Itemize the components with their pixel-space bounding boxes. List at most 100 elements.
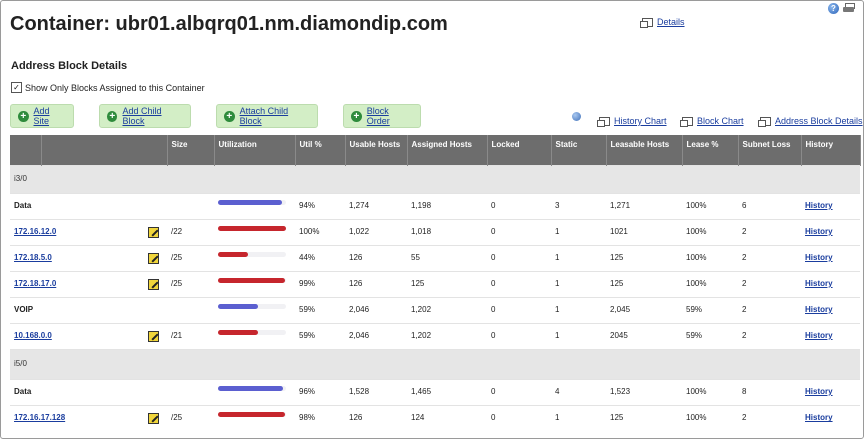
subnet-loss-cell: 2 [738,322,801,349]
history-link[interactable]: History [805,387,833,396]
column-header-leasable-hosts[interactable]: Leasable Hosts [606,135,683,165]
locked-cell: 0 [487,378,551,405]
size-cell [167,378,214,405]
history-link[interactable]: History [805,305,833,314]
column-header-lease-pct[interactable]: Lease % [682,135,739,165]
block-order-label[interactable]: Block Order [366,106,390,126]
edit-icon[interactable] [148,226,159,238]
usable-hosts-cell: 126 [345,270,407,297]
window-icon [640,17,653,28]
block-name-cell: 172.18.17.0 [10,270,167,297]
utilization-fill [218,199,282,205]
add-child-block-label[interactable]: Add Child Block [122,106,162,126]
history-chart-link[interactable]: History Chart [597,116,667,127]
column-header-subnet-loss[interactable]: Subnet Loss [738,135,802,165]
util-pct-cell: 44% [295,244,345,271]
column-header-util-pct[interactable]: Util % [295,135,346,165]
leasable-hosts-cell: 1,523 [606,378,682,405]
static-cell: 1 [551,322,606,349]
show-only-assigned-checkbox[interactable]: ✓ [11,82,22,93]
history-link[interactable]: History [805,227,833,236]
attach-child-block-label[interactable]: Attach Child Block [239,106,289,126]
history-link[interactable]: History [805,201,833,210]
size-cell: /25 [167,404,214,431]
block-chart-label[interactable]: Block Chart [697,116,744,126]
edit-icon[interactable] [148,330,159,342]
table-header: Size Utilization Util % Usable Hosts Ass… [10,135,861,165]
utilization-fill [218,385,284,391]
utilization-cell [214,296,295,323]
block-link[interactable]: 172.16.17.128 [14,413,66,423]
block-chart-link[interactable]: Block Chart [680,116,744,127]
column-header-locked[interactable]: Locked [487,135,552,165]
history-cell: History [801,270,860,297]
size-cell: /25 [167,270,214,297]
attach-child-block-button[interactable]: + Attach Child Block [216,104,318,128]
address-block-details-link[interactable]: Address Block Details [758,116,863,127]
block-row: 172.16.17.128/25 98% 126 124 0 1 125 100% 2 Histo… [10,404,860,431]
block-row: 10.168.0.0/21 59% 2,046 1,202 0 1 2045 59% 2 Hist… [10,322,860,349]
details-link[interactable]: Details [640,17,685,28]
pool-row: VOIP 59% 2,046 1,202 0 1 2,045 59% 2 History [10,296,860,323]
show-only-assigned-label: Show Only Blocks Assigned to this Contai… [25,82,205,93]
utilization-bar [218,329,286,335]
column-header-utilization[interactable]: Utilization [214,135,296,165]
history-link[interactable]: History [805,253,833,262]
edit-icon[interactable] [148,412,159,424]
assigned-hosts-cell: 1,018 [407,218,487,245]
add-site-label[interactable]: Add Site [33,106,50,126]
utilization-cell [214,244,295,271]
history-link[interactable]: History [805,331,833,340]
static-cell: 1 [551,270,606,297]
section-title: Address Block Details [11,60,128,72]
assigned-hosts-cell: 125 [407,270,487,297]
plus-icon: + [18,110,29,122]
plus-icon: + [351,110,362,122]
help-icon[interactable]: ? [828,3,839,14]
static-cell: 4 [551,378,606,405]
block-row: 172.16.12.0/22 100% 1,022 1,018 0 1 1021 100% 2 H… [10,218,860,245]
subnet-loss-cell: 2 [738,296,801,323]
window-icon [597,116,610,127]
history-link[interactable]: History [805,413,833,423]
static-cell: 1 [551,218,606,245]
show-only-assigned-row[interactable]: ✓ Show Only Blocks Assigned to this Cont… [11,82,205,93]
history-chart-label[interactable]: History Chart [614,116,667,126]
edit-icon[interactable] [148,278,159,290]
usable-hosts-cell: 126 [345,404,407,431]
utilization-bar [218,385,286,391]
history-link[interactable]: History [805,279,833,288]
util-pct-cell: 59% [295,296,345,323]
locked-cell: 0 [487,218,551,245]
column-header-size[interactable]: Size [167,135,215,165]
utilization-fill [218,277,286,283]
block-link[interactable]: 10.168.0.0 [14,331,52,340]
usable-hosts-cell: 2,046 [345,296,407,323]
util-pct-cell: 100% [295,218,345,245]
utilization-bar [218,303,286,309]
block-link[interactable]: 172.18.5.0 [14,253,52,262]
add-site-button[interactable]: + Add Site [10,104,74,128]
column-header-history[interactable]: History [801,135,861,165]
page-title: Container: ubr01.albqrq01.nm.diamondip.c… [10,13,448,35]
lease-pct-cell: 100% [682,378,738,405]
block-link[interactable]: 172.16.12.0 [14,227,57,236]
block-order-button[interactable]: + Block Order [343,104,421,128]
column-header-usable-hosts[interactable]: Usable Hosts [345,135,408,165]
address-block-details-label[interactable]: Address Block Details [775,116,863,126]
edit-icon[interactable] [148,252,159,264]
block-name-cell: 172.16.12.0 [10,218,167,245]
column-header-static[interactable]: Static [551,135,607,165]
print-icon[interactable] [843,3,855,13]
window-icon [758,116,771,127]
details-link-label[interactable]: Details [657,17,685,27]
pool-name: Data [10,192,167,219]
block-link[interactable]: 172.18.17.0 [14,279,57,288]
utilization-cell [214,218,295,245]
add-child-block-button[interactable]: + Add Child Block [99,104,191,128]
history-cell: History [801,322,860,349]
utilization-cell [214,404,295,431]
column-header-assigned-hosts[interactable]: Assigned Hosts [407,135,488,165]
settings-icon[interactable] [572,112,581,121]
